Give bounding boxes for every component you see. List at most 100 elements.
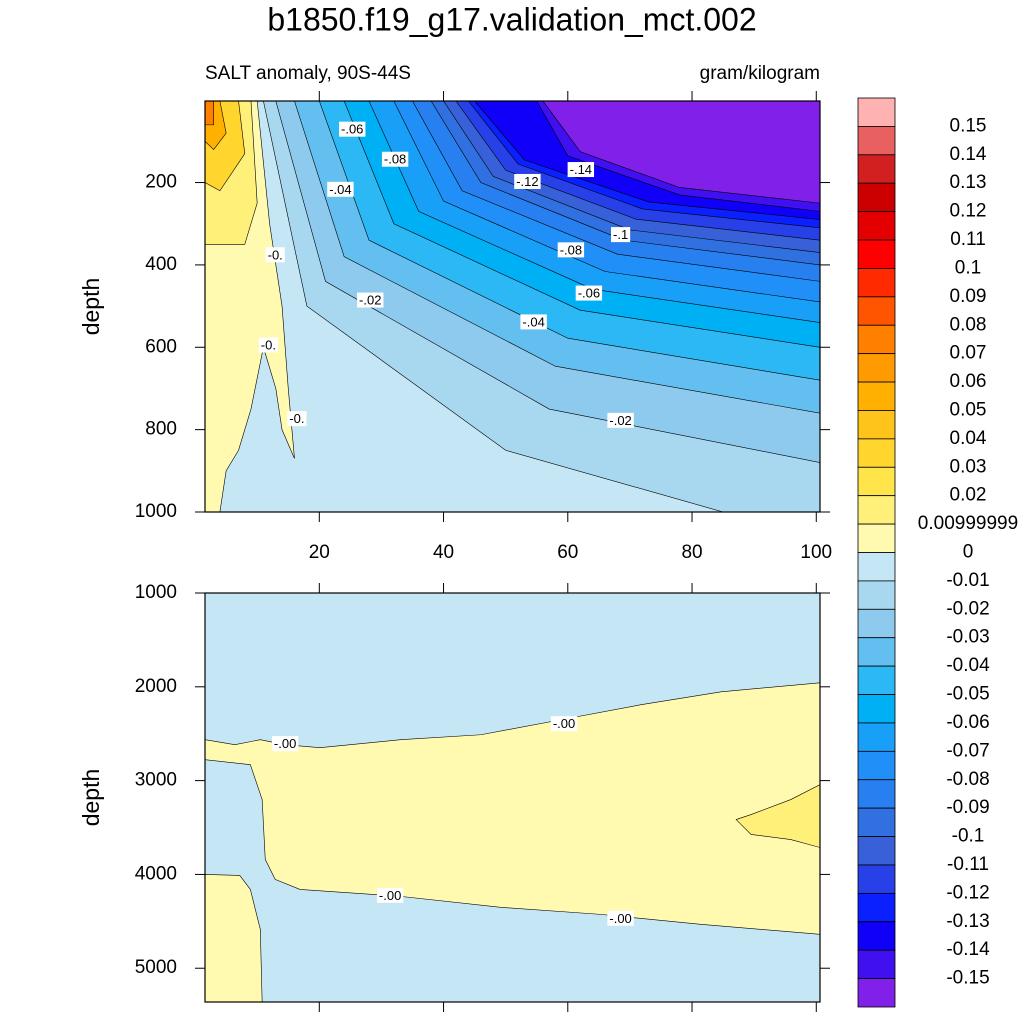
y-tick-label: 1000 [135, 501, 177, 522]
x-tick-label: 80 [681, 542, 702, 563]
colorbar-box [857, 949, 896, 979]
y-axis-label: depth [78, 769, 104, 827]
contour-label: -.14 [570, 162, 592, 177]
colorbar-box [857, 750, 896, 781]
colorbar-label: -0.07 [946, 740, 989, 761]
contour-label-bg [265, 247, 285, 263]
contour-label: -.00 [609, 911, 631, 926]
plot-frame [204, 100, 821, 513]
y-tick-label: 200 [145, 172, 177, 193]
contour-label: -.02 [359, 293, 381, 308]
colorbar-box [857, 239, 896, 269]
colorbar-label: 0 [963, 542, 974, 563]
colorbar-box [857, 637, 896, 667]
y-tick-label: 400 [145, 254, 177, 275]
contour-label: -.08 [384, 152, 406, 167]
x-tick-label: 20 [309, 542, 330, 563]
contour-label: -.04 [522, 314, 544, 329]
colorbar-box [857, 353, 896, 383]
colorbar-box [857, 864, 896, 894]
contour-label: -.1 [613, 227, 628, 242]
contour-label-bg [381, 151, 409, 167]
subtitle-left: SALT anomaly, 90S-44S [205, 63, 411, 84]
contour-label: -.12 [516, 174, 538, 189]
subtitle-right: gram/kilogram [700, 63, 820, 84]
contour-region [205, 682, 820, 935]
colorbar-box [857, 836, 896, 866]
x-tick-label: 60 [557, 542, 578, 563]
contour-region [735, 784, 820, 848]
chart-title: b1850.f19_g17.validation_mct.002 [267, 1, 756, 37]
colorbar-box [857, 296, 896, 326]
colorbar-label: 0.06 [950, 371, 987, 392]
colorbar-box [857, 154, 896, 184]
colorbar-box [857, 495, 896, 525]
colorbar-box [857, 552, 896, 582]
contour-label-bg [339, 121, 366, 137]
colorbar-box [857, 523, 896, 553]
colorbar-label: 0.1 [955, 257, 981, 278]
colorbar-label: 0.13 [950, 172, 987, 193]
colorbar-label: 0.05 [950, 399, 987, 420]
contour-label-bg [567, 162, 595, 178]
contour-label: -.06 [341, 122, 363, 137]
plot-area: -.00 -.00 -.00 -.00 [205, 593, 820, 1002]
contour-label: -.08 [560, 242, 582, 257]
colorbar-label: 0.09 [950, 286, 987, 307]
colorbar-box [857, 978, 896, 1008]
colorbar-box [857, 722, 896, 752]
colorbar-label: -0.12 [946, 882, 989, 903]
y-tick-label: 3000 [135, 770, 177, 791]
colorbar-label: 0.15 [950, 115, 987, 136]
colorbar-label: 0.07 [950, 343, 987, 364]
contour-label-bg [575, 285, 603, 301]
colorbar-box [857, 892, 896, 923]
colorbar-box [857, 779, 896, 809]
contour-label: -0. [289, 411, 304, 426]
y-tick-label: 1000 [135, 582, 177, 603]
colorbar-label: 0.14 [950, 144, 987, 165]
colorbar-label: -0.06 [946, 712, 989, 733]
colorbar-box [857, 466, 896, 497]
contour-label-bg [287, 411, 307, 427]
contour-label-bg [611, 227, 631, 243]
contour-region [205, 874, 263, 1002]
colorbar-label: -0.01 [946, 570, 989, 591]
contour-label: -0. [268, 247, 283, 262]
plot-frame [204, 592, 821, 1003]
x-tick-label: 100 [800, 542, 832, 563]
contour-region [205, 101, 214, 126]
contour-label: -.06 [578, 286, 600, 301]
colorbar-box [857, 438, 896, 468]
colorbar-label: -0.03 [946, 627, 989, 648]
contour-label-bg [607, 910, 634, 926]
colorbar-box [857, 182, 896, 213]
x-tick-label: 40 [433, 542, 454, 563]
contour-label-bg [271, 736, 299, 752]
colorbar-box [857, 807, 896, 837]
contour-label-bg [258, 337, 278, 353]
colorbar-label: 0.12 [950, 201, 987, 222]
colorbar-label: 0.03 [950, 456, 987, 477]
colorbar-box [857, 580, 896, 610]
colorbar-label: 0.02 [950, 485, 987, 506]
colorbar-label: -0.13 [946, 911, 989, 932]
contour-label-bg [514, 173, 541, 189]
y-tick-label: 600 [145, 336, 177, 357]
colorbar-label: 0.08 [950, 314, 987, 335]
y-tick-label: 4000 [135, 863, 177, 884]
contour-label: -.00 [379, 888, 401, 903]
colorbar-box [857, 694, 896, 724]
colorbar-label: 0.04 [950, 428, 987, 449]
colorbar-label: -0.1 [952, 826, 985, 847]
contour-region [542, 101, 820, 204]
contour-label: -.04 [329, 182, 351, 197]
colorbar-box [857, 608, 896, 639]
colorbar-label: -0.09 [946, 797, 989, 818]
colorbar-box [857, 921, 896, 951]
contour-label: -.02 [609, 413, 631, 428]
colorbar-label: 0.00999999 [918, 513, 1018, 534]
colorbar-label: -0.05 [946, 684, 989, 705]
colorbar-label: -0.14 [946, 939, 990, 960]
